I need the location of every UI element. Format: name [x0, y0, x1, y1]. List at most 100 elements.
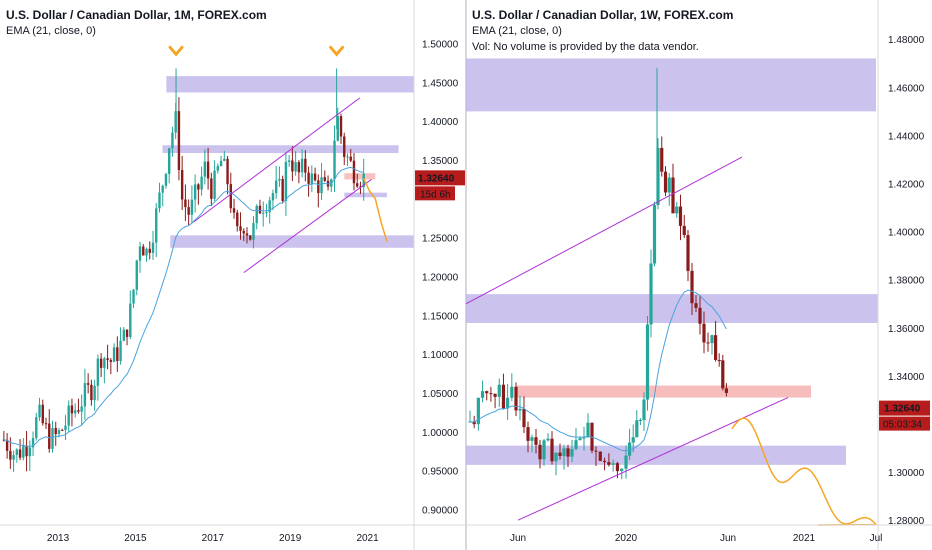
x-tick-label: Jul [870, 533, 883, 544]
candle-body [558, 452, 562, 456]
candle-body [38, 404, 41, 418]
candle-body [83, 383, 87, 407]
candle-body [566, 448, 570, 457]
candle-body [538, 444, 542, 460]
candle-body [151, 242, 155, 253]
candle-body [702, 323, 706, 343]
candle-body [187, 207, 190, 215]
candle-body [686, 235, 690, 271]
candle-body [281, 178, 284, 201]
weekly-chart-panel[interactable]: 1.48000 1.46000 1.44000 1.42000 1.40000 1.380… [466, 0, 932, 550]
x-tick-label: 2021 [356, 533, 379, 544]
candle-body [180, 169, 184, 200]
candle-body [497, 384, 501, 397]
weekly-chart-title: U.S. Dollar / Canadian Dollar, 1W, FOREX… [472, 8, 734, 22]
candle-body [631, 437, 635, 443]
candle-body [522, 408, 526, 428]
candle-body [489, 393, 493, 395]
candle-body [177, 111, 181, 170]
candle-body [41, 404, 44, 424]
candle-body [112, 347, 116, 362]
price-tag-bg [415, 170, 466, 186]
panel-divider[interactable] [465, 0, 467, 550]
projection-line [363, 178, 388, 242]
candle-body [356, 183, 359, 187]
candle-body [645, 324, 650, 400]
candle-body [119, 340, 122, 362]
channel-line [243, 179, 372, 274]
candle-body [724, 388, 728, 393]
y-tick-label: 1.40000 [422, 117, 459, 128]
candle-body [714, 335, 718, 360]
candle-body [278, 178, 281, 181]
candle-body [236, 212, 239, 227]
y-tick-label: 1.38000 [888, 276, 925, 287]
candle-body [70, 405, 74, 414]
y-tick-label: 1.20000 [422, 273, 459, 284]
candle-body [620, 468, 624, 472]
candle-body [252, 223, 255, 240]
countdown-tag-label: 15d 6h [420, 189, 451, 200]
candle-body [93, 385, 96, 401]
candle-body [158, 192, 161, 209]
candle-body [206, 161, 210, 179]
candle-body [649, 263, 653, 325]
y-tick-label: 0.95000 [422, 467, 459, 478]
monthly-chart-canvas[interactable]: 1.50000 1.45000 1.40000 1.35000 1.25000 1.200… [0, 0, 466, 550]
y-tick-label: 1.42000 [888, 180, 925, 191]
candle-body [258, 205, 262, 214]
candle-body [717, 359, 721, 361]
y-tick-label: 0.90000 [422, 505, 459, 516]
monthly-ema-label: EMA (21, close, 0) [6, 25, 96, 37]
candle-body [245, 233, 249, 236]
candle-body [291, 160, 294, 172]
candle-body [239, 226, 242, 231]
candle-body [542, 440, 546, 460]
candle-body [265, 212, 268, 214]
candle-body [352, 160, 356, 184]
volume-note: Vol: No volume is provided by the data v… [472, 41, 699, 53]
candle-body [226, 158, 229, 185]
candle-body [546, 438, 550, 441]
price-tag-label: 1.32640 [418, 173, 455, 184]
candle-body [54, 428, 57, 435]
candle-body [690, 270, 694, 304]
candle-body [116, 347, 119, 362]
candle-body [317, 180, 320, 194]
candle-body [336, 116, 339, 141]
chevron-marker-icon [168, 45, 184, 57]
price-tag-bg [879, 400, 930, 416]
ema-line [3, 166, 364, 447]
candle-body [607, 462, 611, 465]
candle-body [200, 176, 203, 190]
candle-body [550, 438, 554, 462]
weekly-chart-canvas[interactable]: 1.48000 1.46000 1.44000 1.42000 1.40000 1.380… [466, 0, 932, 550]
candle-body [213, 170, 216, 199]
candle-body [675, 206, 679, 214]
monthly-chart-title: U.S. Dollar / Canadian Dollar, 1M, FOREX… [6, 8, 267, 22]
y-tick-label: 1.35000 [422, 156, 459, 167]
candle-body [294, 162, 297, 172]
price-tag-label: 1.32640 [884, 404, 921, 415]
candle-body [106, 358, 109, 361]
countdown-tag-bg [879, 416, 930, 431]
countdown-tag-bg [415, 186, 455, 201]
candle-body [57, 429, 61, 435]
candle-body [67, 405, 70, 426]
candle-body [339, 116, 343, 137]
zone-rect [170, 235, 414, 248]
x-tick-label: Jun [720, 533, 736, 544]
monthly-chart-panel[interactable]: 1.50000 1.45000 1.40000 1.35000 1.25000 1.200… [0, 0, 466, 550]
candle-body [184, 199, 187, 208]
candle-body [171, 132, 174, 149]
candle-body [678, 206, 683, 226]
candle-body [323, 177, 327, 181]
candle-body [624, 455, 628, 469]
y-tick-label: 1.25000 [422, 234, 459, 245]
candle-body [268, 200, 271, 213]
candle-body [578, 438, 582, 441]
candle-body [35, 417, 38, 438]
zone-rect [166, 76, 414, 93]
candle-body [148, 248, 151, 253]
candle-body [304, 158, 307, 173]
